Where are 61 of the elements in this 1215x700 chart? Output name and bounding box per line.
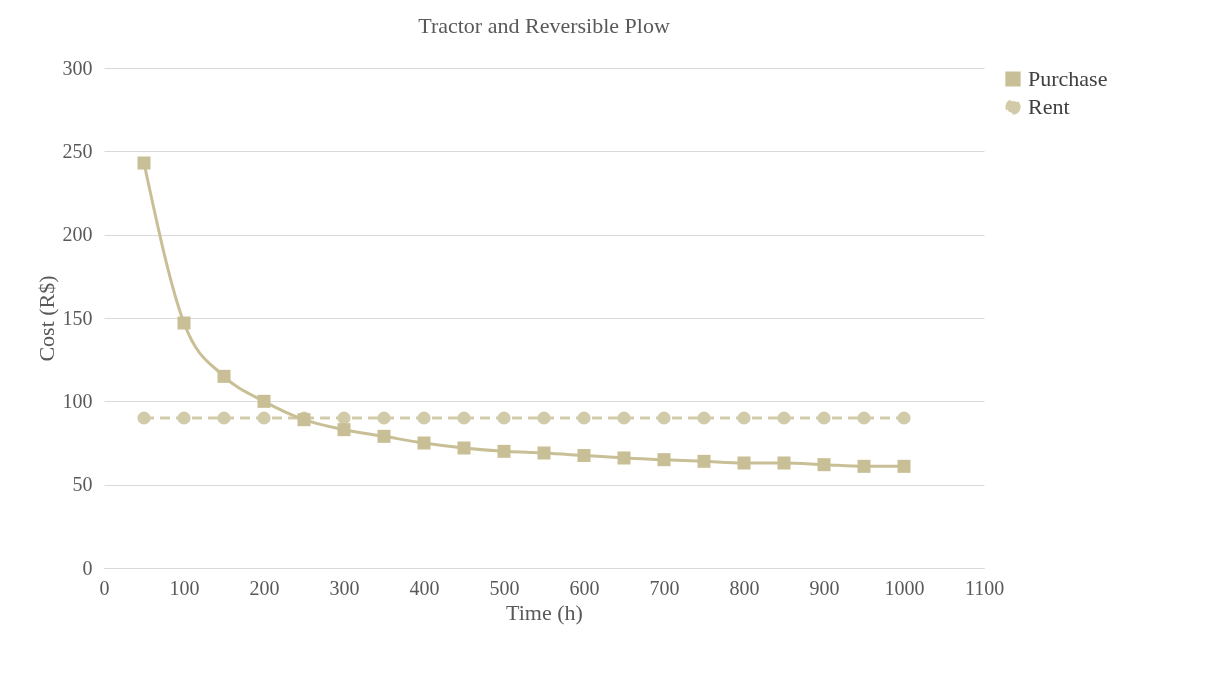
point <box>577 448 591 463</box>
point <box>857 459 871 473</box>
y-tick-label: 50 <box>72 473 93 496</box>
point <box>137 411 151 425</box>
y-tick-label: 250 <box>62 139 93 162</box>
legend-label: Rent <box>1028 94 1070 119</box>
point <box>737 456 751 470</box>
chart-title: Tractor and Reversible Plow <box>418 13 670 38</box>
point <box>537 411 551 425</box>
point <box>817 411 831 425</box>
point <box>537 446 551 460</box>
point <box>617 451 631 465</box>
point <box>777 456 791 470</box>
point <box>417 436 431 450</box>
x-tick-label: 1100 <box>964 576 1005 599</box>
x-tick-label: 500 <box>489 576 520 599</box>
point <box>897 459 911 473</box>
point <box>697 411 711 425</box>
x-tick-label: 200 <box>249 576 280 599</box>
point <box>337 423 351 437</box>
x-tick-label: 1000 <box>884 576 925 599</box>
x-tick-label: 300 <box>329 576 360 599</box>
point <box>257 411 271 425</box>
x-tick-label: 400 <box>409 576 440 599</box>
point <box>217 411 231 425</box>
point <box>497 411 511 425</box>
point <box>497 444 511 458</box>
point <box>177 411 191 425</box>
point <box>457 411 471 425</box>
y-tick-label: 200 <box>62 223 93 246</box>
y-tick-label: 300 <box>62 56 93 79</box>
point <box>137 156 151 170</box>
x-tick-label: 600 <box>569 576 600 599</box>
point <box>577 411 591 425</box>
point <box>697 454 711 468</box>
x-tick-label: 900 <box>809 576 840 599</box>
point <box>377 429 391 443</box>
x-tick-label: 100 <box>169 576 200 599</box>
point <box>457 441 471 455</box>
x-tick-label: 0 <box>99 576 110 599</box>
point <box>657 453 671 467</box>
x-tick-label: 700 <box>649 576 680 599</box>
point <box>857 411 871 425</box>
x-tick-label: 800 <box>729 576 760 599</box>
point <box>257 394 271 408</box>
point <box>817 458 831 472</box>
point <box>737 411 751 425</box>
point <box>897 411 911 425</box>
point <box>777 411 791 425</box>
y-tick-label: 100 <box>62 389 93 412</box>
point <box>217 369 231 383</box>
point <box>657 411 671 425</box>
point <box>417 411 431 425</box>
legend-label: Purchase <box>1028 66 1108 91</box>
x-axis-title: Time (h) <box>506 599 583 625</box>
point <box>177 316 191 330</box>
point <box>377 411 391 425</box>
y-tick-label: 0 <box>82 556 93 579</box>
y-tick-label: 150 <box>62 306 93 329</box>
y-axis-title: Cost (R$) <box>33 275 59 362</box>
point <box>617 411 631 425</box>
